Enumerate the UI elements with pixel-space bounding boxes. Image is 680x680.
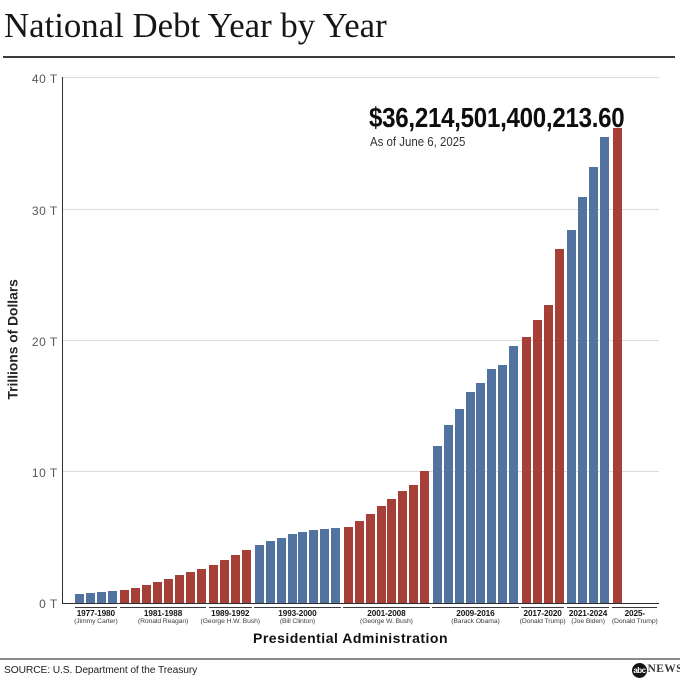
x-axis-title: Presidential Administration bbox=[253, 629, 449, 646]
bar-2014 bbox=[487, 368, 497, 604]
bar-2006 bbox=[398, 491, 408, 604]
abc-logo-icon: abc bbox=[632, 663, 647, 678]
bar-1984 bbox=[153, 582, 163, 604]
group-president-label: (George W. Bush) bbox=[360, 617, 413, 625]
bar-2015 bbox=[498, 364, 508, 604]
bar-2003 bbox=[365, 513, 375, 604]
group-president-label: (Bill Clinton) bbox=[279, 617, 316, 625]
bar-1995 bbox=[276, 537, 286, 604]
bar-2004 bbox=[376, 505, 386, 604]
bar-1993 bbox=[254, 544, 264, 604]
abc-news-wordmark: NEWS bbox=[647, 663, 680, 676]
group-president-label: (Ronald Reagan) bbox=[137, 617, 189, 625]
gridline-10t bbox=[61, 471, 659, 473]
y-tick-label-20t: 20 T bbox=[31, 334, 58, 349]
bar-1983 bbox=[142, 584, 152, 604]
bar-1982 bbox=[131, 587, 141, 604]
bar-1977 bbox=[75, 593, 84, 604]
bar-2025 bbox=[612, 127, 622, 604]
group-president-label: (Donald Trump) bbox=[611, 617, 658, 625]
bar-2020 bbox=[554, 249, 564, 604]
group-underline-2009-2016 bbox=[432, 606, 519, 609]
y-tick-label-40t: 40 T bbox=[31, 72, 58, 87]
bar-1992 bbox=[242, 549, 252, 604]
group-president-label: (George H.W. Bush) bbox=[200, 617, 261, 625]
bar-2007 bbox=[409, 484, 419, 604]
bar-2021 bbox=[567, 229, 577, 604]
group-years-label: 2025- bbox=[624, 608, 646, 618]
bar-2019 bbox=[543, 304, 553, 604]
bar-2011 bbox=[454, 408, 464, 604]
bar-1999 bbox=[320, 528, 330, 604]
group-years-label: 1981-1988 bbox=[143, 608, 183, 618]
bar-2023 bbox=[589, 167, 598, 604]
gridline-20t bbox=[61, 339, 659, 341]
bar-2001 bbox=[343, 526, 353, 604]
bar-2008 bbox=[420, 471, 430, 604]
group-years-label: 2001-2008 bbox=[367, 608, 406, 618]
group-underline-2025- bbox=[612, 606, 658, 609]
x-axis-line bbox=[61, 602, 659, 605]
bar-1990 bbox=[220, 560, 230, 604]
bar-1996 bbox=[287, 534, 297, 604]
bar-1987 bbox=[185, 571, 195, 604]
group-underline-2021-2024 bbox=[566, 606, 610, 609]
bar-1988 bbox=[196, 568, 206, 604]
footer-divider-line bbox=[0, 658, 680, 660]
gridline-40t bbox=[61, 77, 659, 79]
bar-1998 bbox=[309, 530, 319, 604]
group-underline-1993-2000 bbox=[254, 606, 341, 609]
title-divider-line bbox=[3, 56, 675, 58]
bar-2018 bbox=[532, 320, 542, 604]
group-underline-1989-1992 bbox=[208, 606, 252, 609]
chart-title: National Debt Year by Year bbox=[4, 6, 387, 45]
group-president-label: (Joe Biden) bbox=[571, 617, 605, 625]
group-years-label: 2021-2024 bbox=[568, 608, 608, 618]
group-president-label: (Donald Trump) bbox=[519, 617, 566, 625]
gridline-30t bbox=[61, 208, 659, 210]
bar-2024 bbox=[599, 137, 609, 604]
y-tick-label-0t: 0 T bbox=[39, 597, 58, 612]
group-years-label: 1989-1992 bbox=[211, 608, 250, 618]
bar-2022 bbox=[578, 196, 588, 604]
bar-1981 bbox=[120, 589, 130, 604]
bar-2009 bbox=[432, 446, 442, 604]
y-tick-label-30t: 30 T bbox=[31, 203, 58, 218]
bar-2002 bbox=[354, 521, 364, 604]
group-underline-1977-1980 bbox=[74, 606, 118, 609]
bar-1986 bbox=[174, 574, 184, 604]
bar-1978 bbox=[85, 592, 95, 604]
y-tick-label-10t: 10 T bbox=[31, 466, 58, 481]
bar-2016 bbox=[509, 345, 519, 604]
bar-1997 bbox=[298, 531, 308, 604]
debt-asof-annotation: As of June 6, 2025 bbox=[370, 133, 466, 149]
group-years-label: 1977-1980 bbox=[76, 608, 115, 618]
group-years-label: 2017-2020 bbox=[523, 608, 562, 618]
bar-2005 bbox=[387, 498, 397, 604]
bar-1991 bbox=[231, 554, 241, 604]
bar-2000 bbox=[331, 528, 341, 604]
group-underline-2001-2008 bbox=[343, 606, 430, 609]
bar-2013 bbox=[476, 383, 486, 604]
bar-1980 bbox=[107, 590, 117, 604]
bar-2012 bbox=[465, 391, 475, 604]
source-credit: SOURCE: U.S. Department of the Treasury bbox=[4, 665, 198, 677]
debt-total-annotation: $36,214,501,400,213.60 bbox=[369, 102, 625, 133]
group-president-label: (Barack Obama) bbox=[451, 617, 500, 625]
bar-1985 bbox=[164, 578, 173, 604]
group-underline-2017-2020 bbox=[521, 606, 564, 609]
bar-2017 bbox=[521, 337, 531, 604]
bar-1979 bbox=[96, 591, 106, 604]
bar-1989 bbox=[209, 565, 219, 604]
group-years-label: 2009-2016 bbox=[456, 608, 495, 618]
group-president-label: (Jimmy Carter) bbox=[74, 617, 118, 625]
bar-2010 bbox=[443, 424, 453, 604]
y-axis-line bbox=[61, 77, 64, 605]
bar-1994 bbox=[265, 541, 275, 604]
group-years-label: 1993-2000 bbox=[278, 608, 317, 618]
group-underline-1981-1988 bbox=[119, 606, 207, 609]
